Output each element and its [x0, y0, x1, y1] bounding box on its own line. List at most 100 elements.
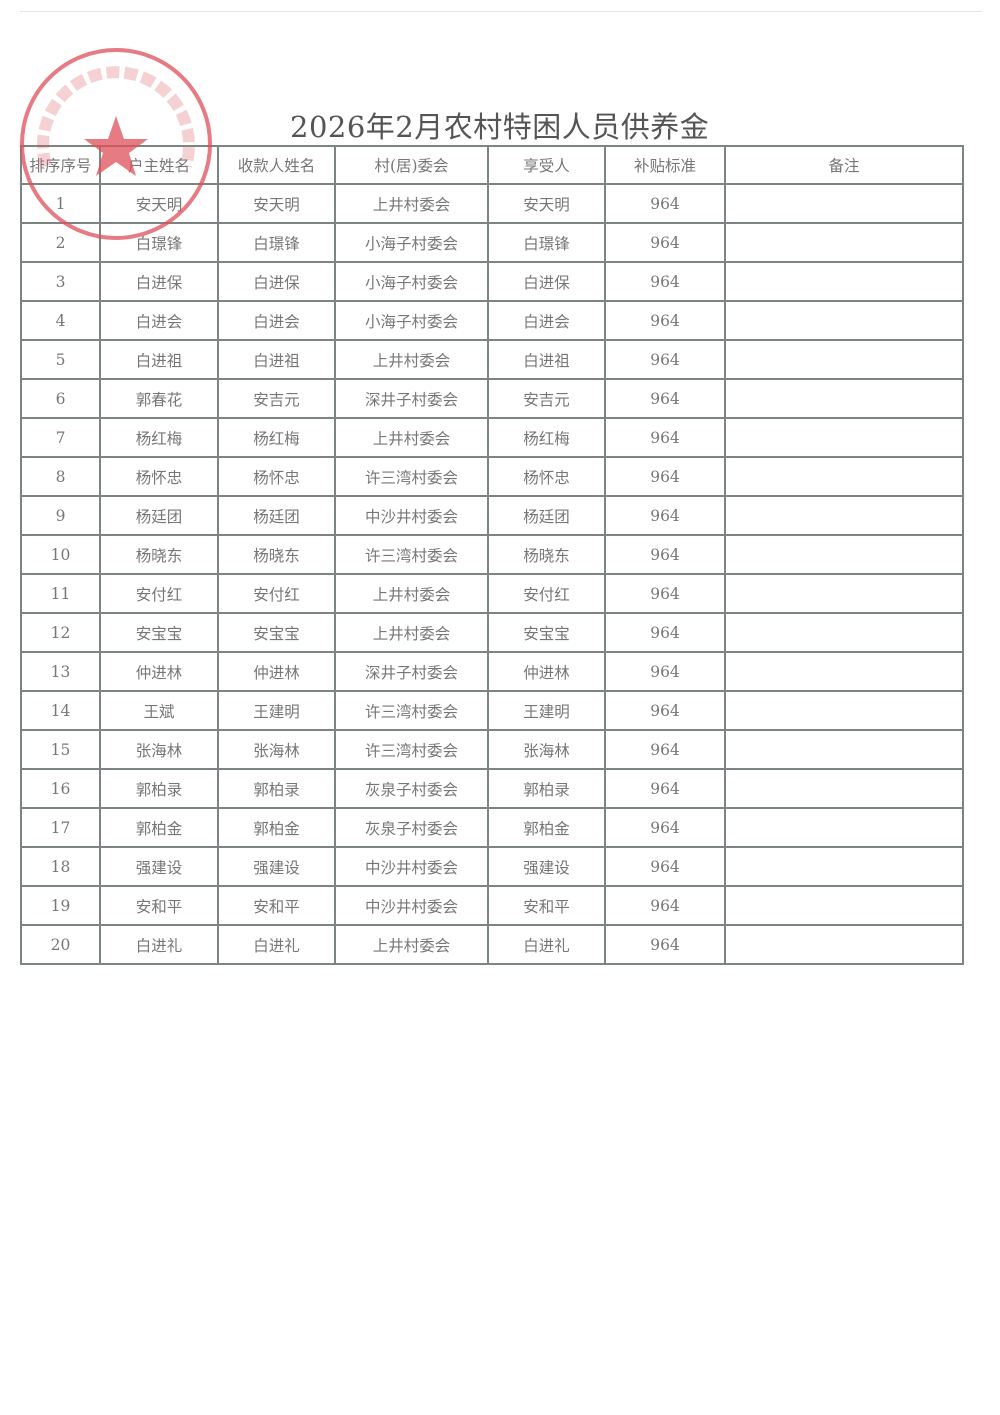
cell-beneficiary: 白璟锋 [487, 222, 606, 263]
cell-village-committee: 上井村委会 [334, 924, 489, 965]
cell-remarks [724, 495, 964, 536]
cell-remarks [724, 807, 964, 848]
cell-village-committee: 深井子村委会 [334, 378, 489, 419]
header-col-household-head: 户主姓名 [99, 145, 219, 185]
cell-seq: 19 [20, 885, 101, 926]
cell-subsidy-standard: 964 [604, 690, 726, 731]
cell-village-committee: 许三湾村委会 [334, 729, 489, 770]
table-row: 4 白进会 白进会 小海子村委会 白进会 964 [20, 300, 964, 341]
cell-beneficiary: 王建明 [487, 690, 606, 731]
cell-beneficiary: 杨晓东 [487, 534, 606, 575]
cell-beneficiary: 杨怀忠 [487, 456, 606, 497]
cell-village-committee: 中沙井村委会 [334, 846, 489, 887]
table-row: 9 杨廷团 杨廷团 中沙井村委会 杨廷团 964 [20, 495, 964, 536]
cell-household-head: 白进礼 [99, 924, 219, 965]
cell-village-committee: 上井村委会 [334, 417, 489, 458]
cell-payee: 王建明 [217, 690, 336, 731]
cell-household-head: 白进保 [99, 261, 219, 302]
cell-seq: 6 [20, 378, 101, 419]
cell-payee: 安天明 [217, 183, 336, 224]
cell-seq: 8 [20, 456, 101, 497]
table-row: 20 白进礼 白进礼 上井村委会 白进礼 964 [20, 924, 964, 965]
cell-household-head: 杨红梅 [99, 417, 219, 458]
cell-payee: 白进礼 [217, 924, 336, 965]
cell-remarks [724, 924, 964, 965]
cell-payee: 郭柏金 [217, 807, 336, 848]
cell-village-committee: 中沙井村委会 [334, 495, 489, 536]
table-row: 1 安天明 安天明 上井村委会 安天明 964 [20, 183, 964, 224]
cell-village-committee: 中沙井村委会 [334, 885, 489, 926]
cell-payee: 强建设 [217, 846, 336, 887]
header-col-subsidy-standard: 补贴标准 [604, 145, 726, 185]
cell-payee: 安和平 [217, 885, 336, 926]
cell-subsidy-standard: 964 [604, 495, 726, 536]
cell-seq: 15 [20, 729, 101, 770]
cell-subsidy-standard: 964 [604, 222, 726, 263]
cell-seq: 14 [20, 690, 101, 731]
cell-beneficiary: 白进保 [487, 261, 606, 302]
cell-beneficiary: 杨红梅 [487, 417, 606, 458]
cell-household-head: 郭柏录 [99, 768, 219, 809]
cell-seq: 18 [20, 846, 101, 887]
cell-subsidy-standard: 964 [604, 651, 726, 692]
cell-remarks [724, 885, 964, 926]
scan-edge-line [20, 11, 982, 12]
cell-payee: 白璟锋 [217, 222, 336, 263]
cell-household-head: 仲进林 [99, 651, 219, 692]
table-row: 5 白进祖 白进祖 上井村委会 白进祖 964 [20, 339, 964, 380]
cell-household-head: 王斌 [99, 690, 219, 731]
cell-remarks [724, 690, 964, 731]
cell-village-committee: 灰泉子村委会 [334, 807, 489, 848]
cell-village-committee: 上井村委会 [334, 339, 489, 380]
header-col-payee: 收款人姓名 [217, 145, 336, 185]
cell-subsidy-standard: 964 [604, 417, 726, 458]
cell-seq: 11 [20, 573, 101, 614]
cell-beneficiary: 安吉元 [487, 378, 606, 419]
cell-remarks [724, 729, 964, 770]
cell-remarks [724, 300, 964, 341]
header-col-seq: 排序序号 [20, 145, 101, 185]
table-header-row: 排序序号 户主姓名 收款人姓名 村(居)委会 享受人 补贴标准 备注 [20, 145, 964, 185]
table-row: 7 杨红梅 杨红梅 上井村委会 杨红梅 964 [20, 417, 964, 458]
cell-subsidy-standard: 964 [604, 924, 726, 965]
cell-remarks [724, 378, 964, 419]
cell-village-committee: 上井村委会 [334, 573, 489, 614]
cell-remarks [724, 573, 964, 614]
cell-household-head: 安和平 [99, 885, 219, 926]
cell-subsidy-standard: 964 [604, 729, 726, 770]
cell-payee: 张海林 [217, 729, 336, 770]
cell-remarks [724, 768, 964, 809]
cell-subsidy-standard: 964 [604, 885, 726, 926]
allowance-table: 排序序号 户主姓名 收款人姓名 村(居)委会 享受人 补贴标准 备注 1 安天明 安天明 上井村委… [20, 145, 964, 965]
cell-remarks [724, 612, 964, 653]
cell-subsidy-standard: 964 [604, 846, 726, 887]
cell-remarks [724, 846, 964, 887]
cell-household-head: 杨晓东 [99, 534, 219, 575]
cell-beneficiary: 安天明 [487, 183, 606, 224]
cell-beneficiary: 郭柏录 [487, 768, 606, 809]
cell-seq: 17 [20, 807, 101, 848]
cell-beneficiary: 郭柏金 [487, 807, 606, 848]
cell-subsidy-standard: 964 [604, 339, 726, 380]
cell-village-committee: 上井村委会 [334, 183, 489, 224]
cell-seq: 2 [20, 222, 101, 263]
cell-household-head: 强建设 [99, 846, 219, 887]
table-row: 10 杨晓东 杨晓东 许三湾村委会 杨晓东 964 [20, 534, 964, 575]
table-row: 18 强建设 强建设 中沙井村委会 强建设 964 [20, 846, 964, 887]
cell-village-committee: 小海子村委会 [334, 300, 489, 341]
cell-household-head: 白进会 [99, 300, 219, 341]
table-row: 17 郭柏金 郭柏金 灰泉子村委会 郭柏金 964 [20, 807, 964, 848]
cell-seq: 12 [20, 612, 101, 653]
header-col-beneficiary: 享受人 [487, 145, 606, 185]
cell-village-committee: 深井子村委会 [334, 651, 489, 692]
cell-beneficiary: 张海林 [487, 729, 606, 770]
cell-payee: 安宝宝 [217, 612, 336, 653]
cell-household-head: 安付红 [99, 573, 219, 614]
cell-household-head: 白进祖 [99, 339, 219, 380]
cell-payee: 白进会 [217, 300, 336, 341]
table-row: 12 安宝宝 安宝宝 上井村委会 安宝宝 964 [20, 612, 964, 653]
cell-beneficiary: 白进会 [487, 300, 606, 341]
table-row: 16 郭柏录 郭柏录 灰泉子村委会 郭柏录 964 [20, 768, 964, 809]
cell-remarks [724, 183, 964, 224]
cell-subsidy-standard: 964 [604, 456, 726, 497]
